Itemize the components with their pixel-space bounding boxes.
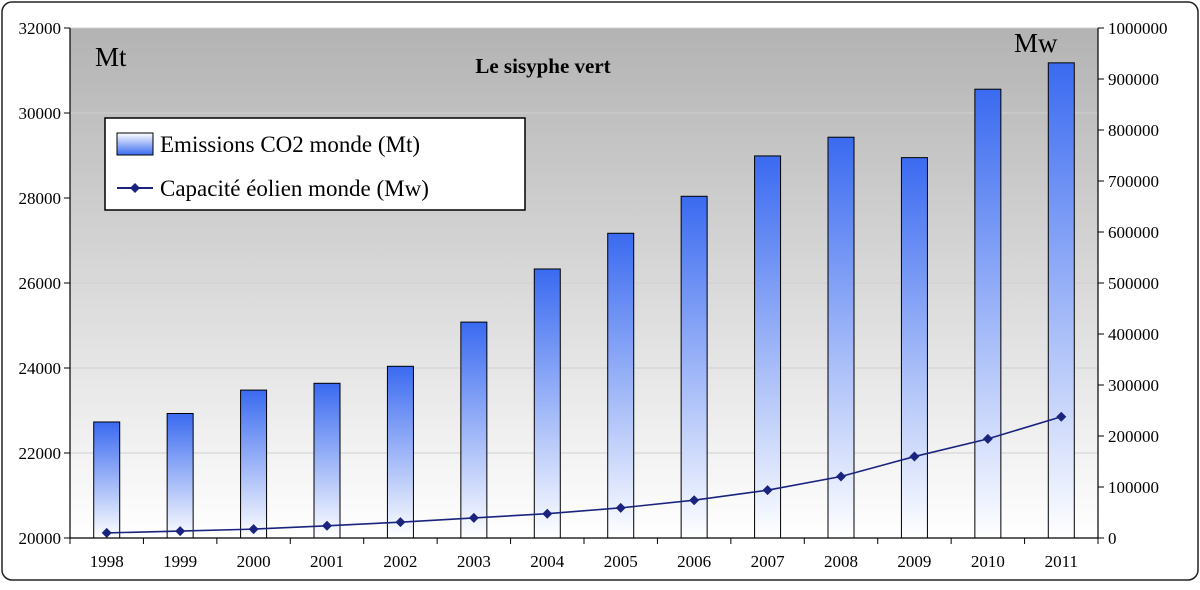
x-tick-label: 1999: [163, 552, 197, 571]
left-tick-label: 30000: [19, 104, 62, 123]
line-point-2005: [615, 502, 626, 513]
x-tick-label: 2003: [457, 552, 491, 571]
line-point-2003: [468, 512, 479, 523]
bar-2003: [460, 321, 488, 539]
x-tick-label: 2011: [1045, 552, 1078, 571]
bar-2002: [386, 365, 414, 539]
bar-2001: [313, 382, 341, 539]
series-line: [106, 416, 1062, 534]
left-tick-label: 26000: [19, 274, 62, 293]
legend: Emissions CO2 monde (Mt) Capacité éolien…: [104, 117, 526, 211]
bar-2006: [680, 195, 708, 539]
left-tick-label: 24000: [19, 359, 62, 378]
left-tick-label: 32000: [19, 19, 62, 38]
line-point-2009: [909, 451, 920, 462]
right-tick-label: 600000: [1108, 223, 1159, 242]
right-tick-label: 300000: [1108, 376, 1159, 395]
right-tick-label: 800000: [1108, 121, 1159, 140]
x-tick-label: 2002: [383, 552, 417, 571]
x-tick-label: 2005: [604, 552, 638, 571]
line-point-2006: [689, 495, 700, 506]
left-axis-ticks: 20000 22000 24000 26000 28000 30000 32000: [19, 19, 70, 548]
bar-2010: [974, 88, 1002, 539]
line-point-2001: [322, 520, 332, 531]
x-tick-label: 2006: [677, 552, 711, 571]
right-tick-label: 100000: [1108, 478, 1159, 497]
right-unit-label: Mw: [1014, 28, 1058, 58]
left-tick-label: 22000: [19, 444, 62, 463]
legend-swatch-marker: [130, 183, 140, 193]
right-tick-label: 900000: [1108, 70, 1159, 89]
x-tick-label: 1998: [90, 552, 124, 571]
line-point-1999: [175, 526, 186, 537]
line-point-2010: [982, 433, 993, 444]
bar-2008: [827, 136, 855, 539]
bar-2011: [1047, 62, 1075, 539]
right-tick-label: 700000: [1108, 172, 1159, 191]
right-tick-label: 400000: [1108, 325, 1159, 344]
left-tick-label: 28000: [19, 189, 62, 208]
x-tick-label: 2004: [530, 552, 565, 571]
right-tick-label: 200000: [1108, 427, 1159, 446]
legend-label-line: Capacité éolien monde (Mw): [160, 176, 429, 201]
line-point-2002: [395, 517, 406, 528]
right-tick-label: 0: [1108, 529, 1117, 548]
right-axis-ticks: 0 100000 200000 300000 400000 500000 600000 700…: [1098, 19, 1168, 548]
bar-2007: [754, 155, 782, 539]
line-point-2000: [248, 524, 259, 535]
bar-2005: [607, 232, 635, 539]
bar-1999: [166, 412, 194, 539]
right-tick-label: 1000000: [1108, 19, 1168, 38]
bar-1998: [93, 421, 121, 539]
right-tick-label: 500000: [1108, 274, 1159, 293]
legend-box: [104, 117, 526, 211]
x-tick-label: 2007: [751, 552, 786, 571]
x-tick-label: 2001: [310, 552, 344, 571]
x-tick-label: 2009: [897, 552, 931, 571]
line-point-1998: [101, 527, 112, 538]
line-point-2004: [542, 508, 553, 519]
legend-label-bar: Emissions CO2 monde (Mt): [160, 132, 420, 157]
line-point-2008: [836, 471, 846, 482]
bar-2000: [240, 389, 268, 539]
x-tick-label: 2010: [971, 552, 1005, 571]
x-axis-ticks: 1998 1999 2000 2001 2002 2003 2004 2005 2006 2007…: [69, 538, 1099, 571]
line-point-2011: [1056, 411, 1067, 422]
left-unit-label: Mt: [95, 42, 127, 72]
bar-series: [93, 62, 1075, 539]
x-tick-label: 2000: [237, 552, 271, 571]
bar-2009: [900, 157, 928, 539]
bar-2004: [533, 268, 561, 539]
legend-swatch-bar: [116, 132, 154, 156]
line-series: [101, 411, 1067, 538]
line-point-2007: [762, 485, 773, 496]
left-tick-label: 20000: [19, 529, 62, 548]
x-tick-label: 2008: [824, 552, 858, 571]
chart-title: Le sisyphe vert: [475, 54, 610, 78]
